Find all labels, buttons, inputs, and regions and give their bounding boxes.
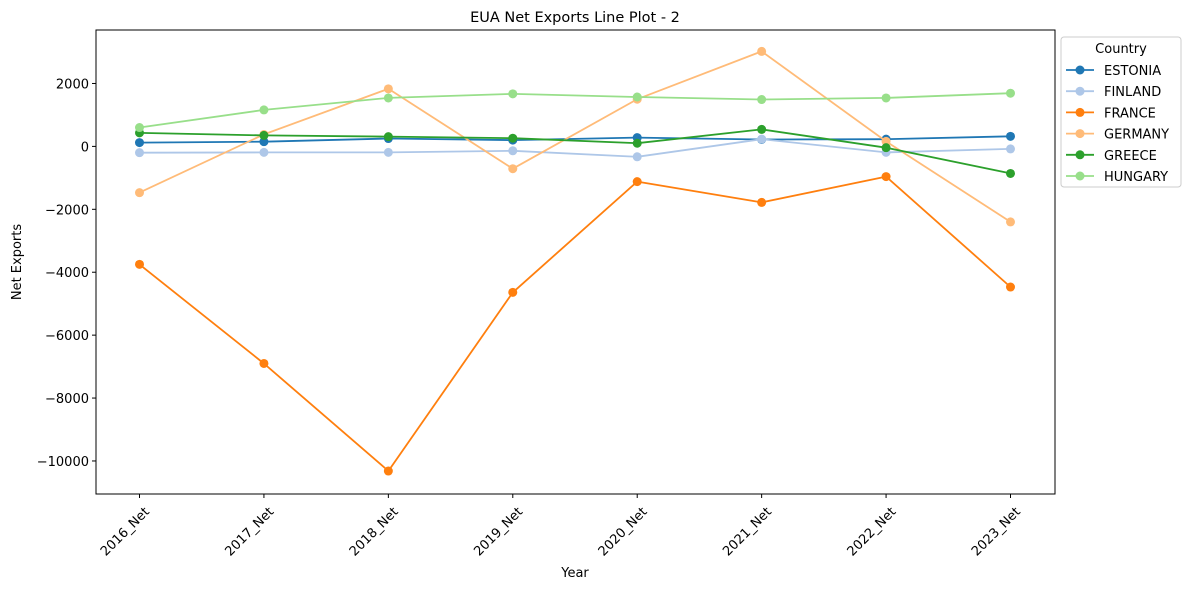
y-axis-label: Net Exports (10, 224, 25, 301)
y-tick-label: −4000 (45, 266, 89, 281)
legend-marker (1075, 129, 1085, 139)
legend-frame (1060, 36, 1182, 188)
legend: Country ESTONIA FINLAND FRANCE GERMANY GREEC… (1060, 36, 1182, 188)
legend-marker (1075, 171, 1085, 181)
data-point (135, 188, 144, 198)
data-point (259, 137, 269, 147)
series-line (139, 138, 1011, 158)
legend-title: Country (1095, 42, 1147, 57)
legend-label: GREECE (1104, 149, 1157, 164)
data-point (135, 123, 144, 133)
data-point (757, 197, 767, 207)
legend-item-finland: FINLAND (1066, 85, 1161, 100)
data-point (135, 138, 144, 148)
data-point (135, 148, 144, 158)
data-point (508, 164, 518, 174)
series-line (139, 135, 1011, 144)
data-point (508, 287, 518, 297)
data-point (632, 177, 642, 187)
legend-item-france: FRANCE (1066, 106, 1156, 121)
series-line (138, 175, 1012, 472)
data-point (1006, 88, 1015, 98)
y-tick-label: −10000 (37, 455, 89, 470)
data-point (881, 143, 891, 153)
data-point (632, 152, 642, 162)
data-point (757, 46, 767, 56)
series-line (139, 50, 1011, 223)
series-hungary (135, 88, 1015, 133)
series-line (139, 128, 1011, 175)
legend-marker (1075, 65, 1085, 75)
data-point (508, 146, 518, 156)
data-point (259, 358, 269, 368)
y-tick-label: 0 (81, 140, 89, 155)
data-point (383, 93, 393, 103)
data-point (383, 466, 393, 476)
legend-label: GERMANY (1104, 128, 1169, 143)
data-point (757, 134, 767, 144)
data-point (632, 92, 642, 102)
data-point (135, 259, 144, 269)
y-tick-label: 2000 (56, 77, 89, 92)
x-axis-label: Year (560, 566, 589, 581)
legend-label: HUNGARY (1104, 170, 1168, 185)
legend-item-hungary: HUNGARY (1066, 170, 1168, 185)
legend-label: FRANCE (1104, 106, 1156, 121)
y-tick-label: −2000 (45, 203, 89, 218)
data-point (383, 132, 393, 142)
legend-items: ESTONIA FINLAND FRANCE GERMANY GREECE HUNGARY (1066, 64, 1169, 185)
data-point (259, 130, 269, 140)
data-point (508, 89, 518, 99)
series-layer (135, 46, 1015, 476)
legend-item-germany: GERMANY (1066, 128, 1169, 143)
legend-label: ESTONIA (1104, 64, 1161, 79)
data-point (1006, 217, 1015, 227)
y-axis: −10000 −8000 −6000 −4000 −2000 0 2000 (37, 77, 96, 470)
chart-title: EUA Net Exports Line Plot - 2 (470, 10, 680, 26)
data-point (1006, 168, 1015, 178)
series-france (135, 172, 1015, 476)
series-greece (135, 124, 1015, 178)
legend-label: FINLAND (1104, 85, 1161, 100)
data-point (632, 138, 642, 148)
series-line (139, 92, 1011, 129)
plot-frame (95, 29, 1056, 495)
data-point (757, 95, 767, 105)
data-point (259, 147, 269, 157)
legend-item-estonia: ESTONIA (1066, 64, 1161, 79)
y-tick-label: −6000 (45, 329, 89, 344)
legend-item-greece: GREECE (1066, 149, 1157, 164)
legend-marker (1075, 86, 1085, 96)
data-point (881, 172, 891, 182)
data-point (1006, 282, 1015, 292)
legend-marker (1075, 107, 1085, 117)
data-point (757, 124, 767, 134)
data-point (1006, 131, 1015, 141)
y-tick-label: −8000 (45, 392, 89, 407)
data-point (508, 133, 518, 143)
legend-marker (1075, 150, 1085, 160)
data-point (881, 136, 891, 146)
data-point (881, 93, 891, 103)
data-point (1006, 144, 1015, 154)
data-point (383, 84, 393, 94)
data-point (383, 147, 393, 157)
data-point (259, 105, 269, 115)
